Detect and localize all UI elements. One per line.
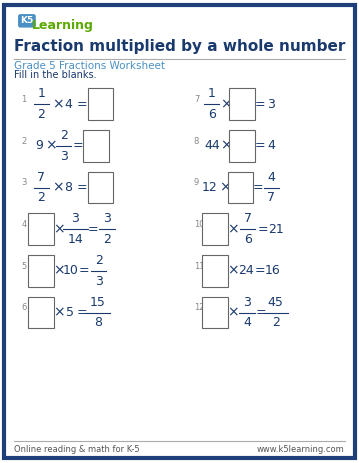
Text: 2: 2	[37, 191, 45, 204]
Text: 3: 3	[243, 296, 251, 309]
Text: =: =	[252, 181, 263, 194]
Text: 7: 7	[37, 171, 45, 184]
Text: $\times$: $\times$	[227, 264, 238, 278]
FancyBboxPatch shape	[28, 255, 54, 287]
Text: 10: 10	[63, 264, 79, 277]
Text: 3: 3	[71, 213, 79, 225]
Text: 3: 3	[22, 178, 27, 188]
Text: $\times$: $\times$	[220, 139, 232, 153]
Text: Online reading & math for K-5: Online reading & math for K-5	[14, 444, 140, 454]
FancyBboxPatch shape	[88, 172, 113, 203]
Text: $\times$: $\times$	[53, 222, 65, 236]
Text: 12: 12	[194, 303, 204, 313]
Text: 2: 2	[103, 233, 111, 246]
Text: 1: 1	[37, 88, 45, 100]
FancyBboxPatch shape	[229, 88, 255, 120]
Text: 45: 45	[268, 296, 284, 309]
Text: =: =	[79, 264, 90, 277]
Text: =: =	[73, 139, 84, 152]
Text: www.k5learning.com: www.k5learning.com	[257, 444, 345, 454]
Text: =: =	[87, 223, 98, 236]
Text: =: =	[254, 139, 265, 152]
FancyBboxPatch shape	[88, 88, 113, 120]
Text: Grade 5 Fractions Worksheet: Grade 5 Fractions Worksheet	[14, 61, 165, 71]
FancyBboxPatch shape	[202, 255, 228, 287]
Text: 7: 7	[244, 213, 252, 225]
Text: Learning: Learning	[32, 19, 94, 32]
Text: 4: 4	[22, 220, 27, 229]
Text: $\times$: $\times$	[52, 181, 63, 194]
Text: 2: 2	[272, 316, 280, 329]
Text: 3: 3	[267, 98, 275, 111]
FancyBboxPatch shape	[4, 5, 355, 458]
Text: =: =	[254, 264, 265, 277]
Text: 8: 8	[64, 181, 72, 194]
FancyBboxPatch shape	[28, 297, 54, 328]
Text: 2: 2	[60, 129, 68, 142]
FancyBboxPatch shape	[229, 130, 255, 162]
Text: 2: 2	[37, 108, 45, 121]
Text: =: =	[76, 181, 87, 194]
Text: 3: 3	[95, 275, 103, 288]
Text: $\times$: $\times$	[220, 97, 232, 111]
Text: 5: 5	[22, 262, 27, 271]
Text: =: =	[256, 306, 267, 319]
Text: 3: 3	[60, 150, 68, 163]
Text: =: =	[254, 98, 265, 111]
Text: 2: 2	[22, 137, 27, 146]
Text: 16: 16	[264, 264, 280, 277]
FancyBboxPatch shape	[228, 172, 253, 203]
Text: =: =	[76, 98, 87, 111]
Text: Fill in the blanks.: Fill in the blanks.	[14, 70, 97, 80]
Text: K5: K5	[20, 16, 33, 25]
Text: 4: 4	[243, 316, 251, 329]
Text: $\times$: $\times$	[45, 139, 57, 153]
Text: 24: 24	[238, 264, 254, 277]
Text: 3: 3	[103, 213, 111, 225]
Text: $\times$: $\times$	[227, 306, 238, 319]
Text: 5: 5	[66, 306, 74, 319]
Text: 44: 44	[204, 139, 220, 152]
Text: 4: 4	[267, 171, 275, 184]
FancyBboxPatch shape	[202, 213, 228, 245]
Text: 12: 12	[202, 181, 218, 194]
Text: $\times$: $\times$	[53, 306, 65, 319]
FancyBboxPatch shape	[83, 130, 109, 162]
Text: =: =	[76, 306, 87, 319]
Text: $\times$: $\times$	[52, 97, 63, 111]
Text: $\times$: $\times$	[227, 222, 238, 236]
Text: 6: 6	[244, 233, 252, 246]
Text: $\times$: $\times$	[219, 181, 230, 194]
Text: 15: 15	[90, 296, 106, 309]
Text: 10: 10	[194, 220, 204, 229]
FancyBboxPatch shape	[202, 297, 228, 328]
Text: 21: 21	[268, 223, 284, 236]
Text: 9: 9	[36, 139, 43, 152]
Text: 7: 7	[194, 95, 199, 104]
Text: $\times$: $\times$	[53, 264, 65, 278]
Text: 2: 2	[95, 254, 103, 267]
Text: 8: 8	[194, 137, 199, 146]
Text: 8: 8	[94, 316, 102, 329]
Text: =: =	[257, 223, 268, 236]
Text: 11: 11	[194, 262, 204, 271]
Text: 14: 14	[67, 233, 83, 246]
Text: 4: 4	[267, 139, 275, 152]
Text: 1: 1	[22, 95, 27, 104]
FancyBboxPatch shape	[28, 213, 54, 245]
Text: 4: 4	[64, 98, 72, 111]
Text: 6: 6	[208, 108, 216, 121]
Text: 1: 1	[208, 88, 216, 100]
Text: 7: 7	[267, 191, 275, 204]
Text: 6: 6	[22, 303, 27, 313]
Text: Fraction multiplied by a whole number: Fraction multiplied by a whole number	[14, 39, 346, 54]
Text: 9: 9	[194, 178, 199, 188]
